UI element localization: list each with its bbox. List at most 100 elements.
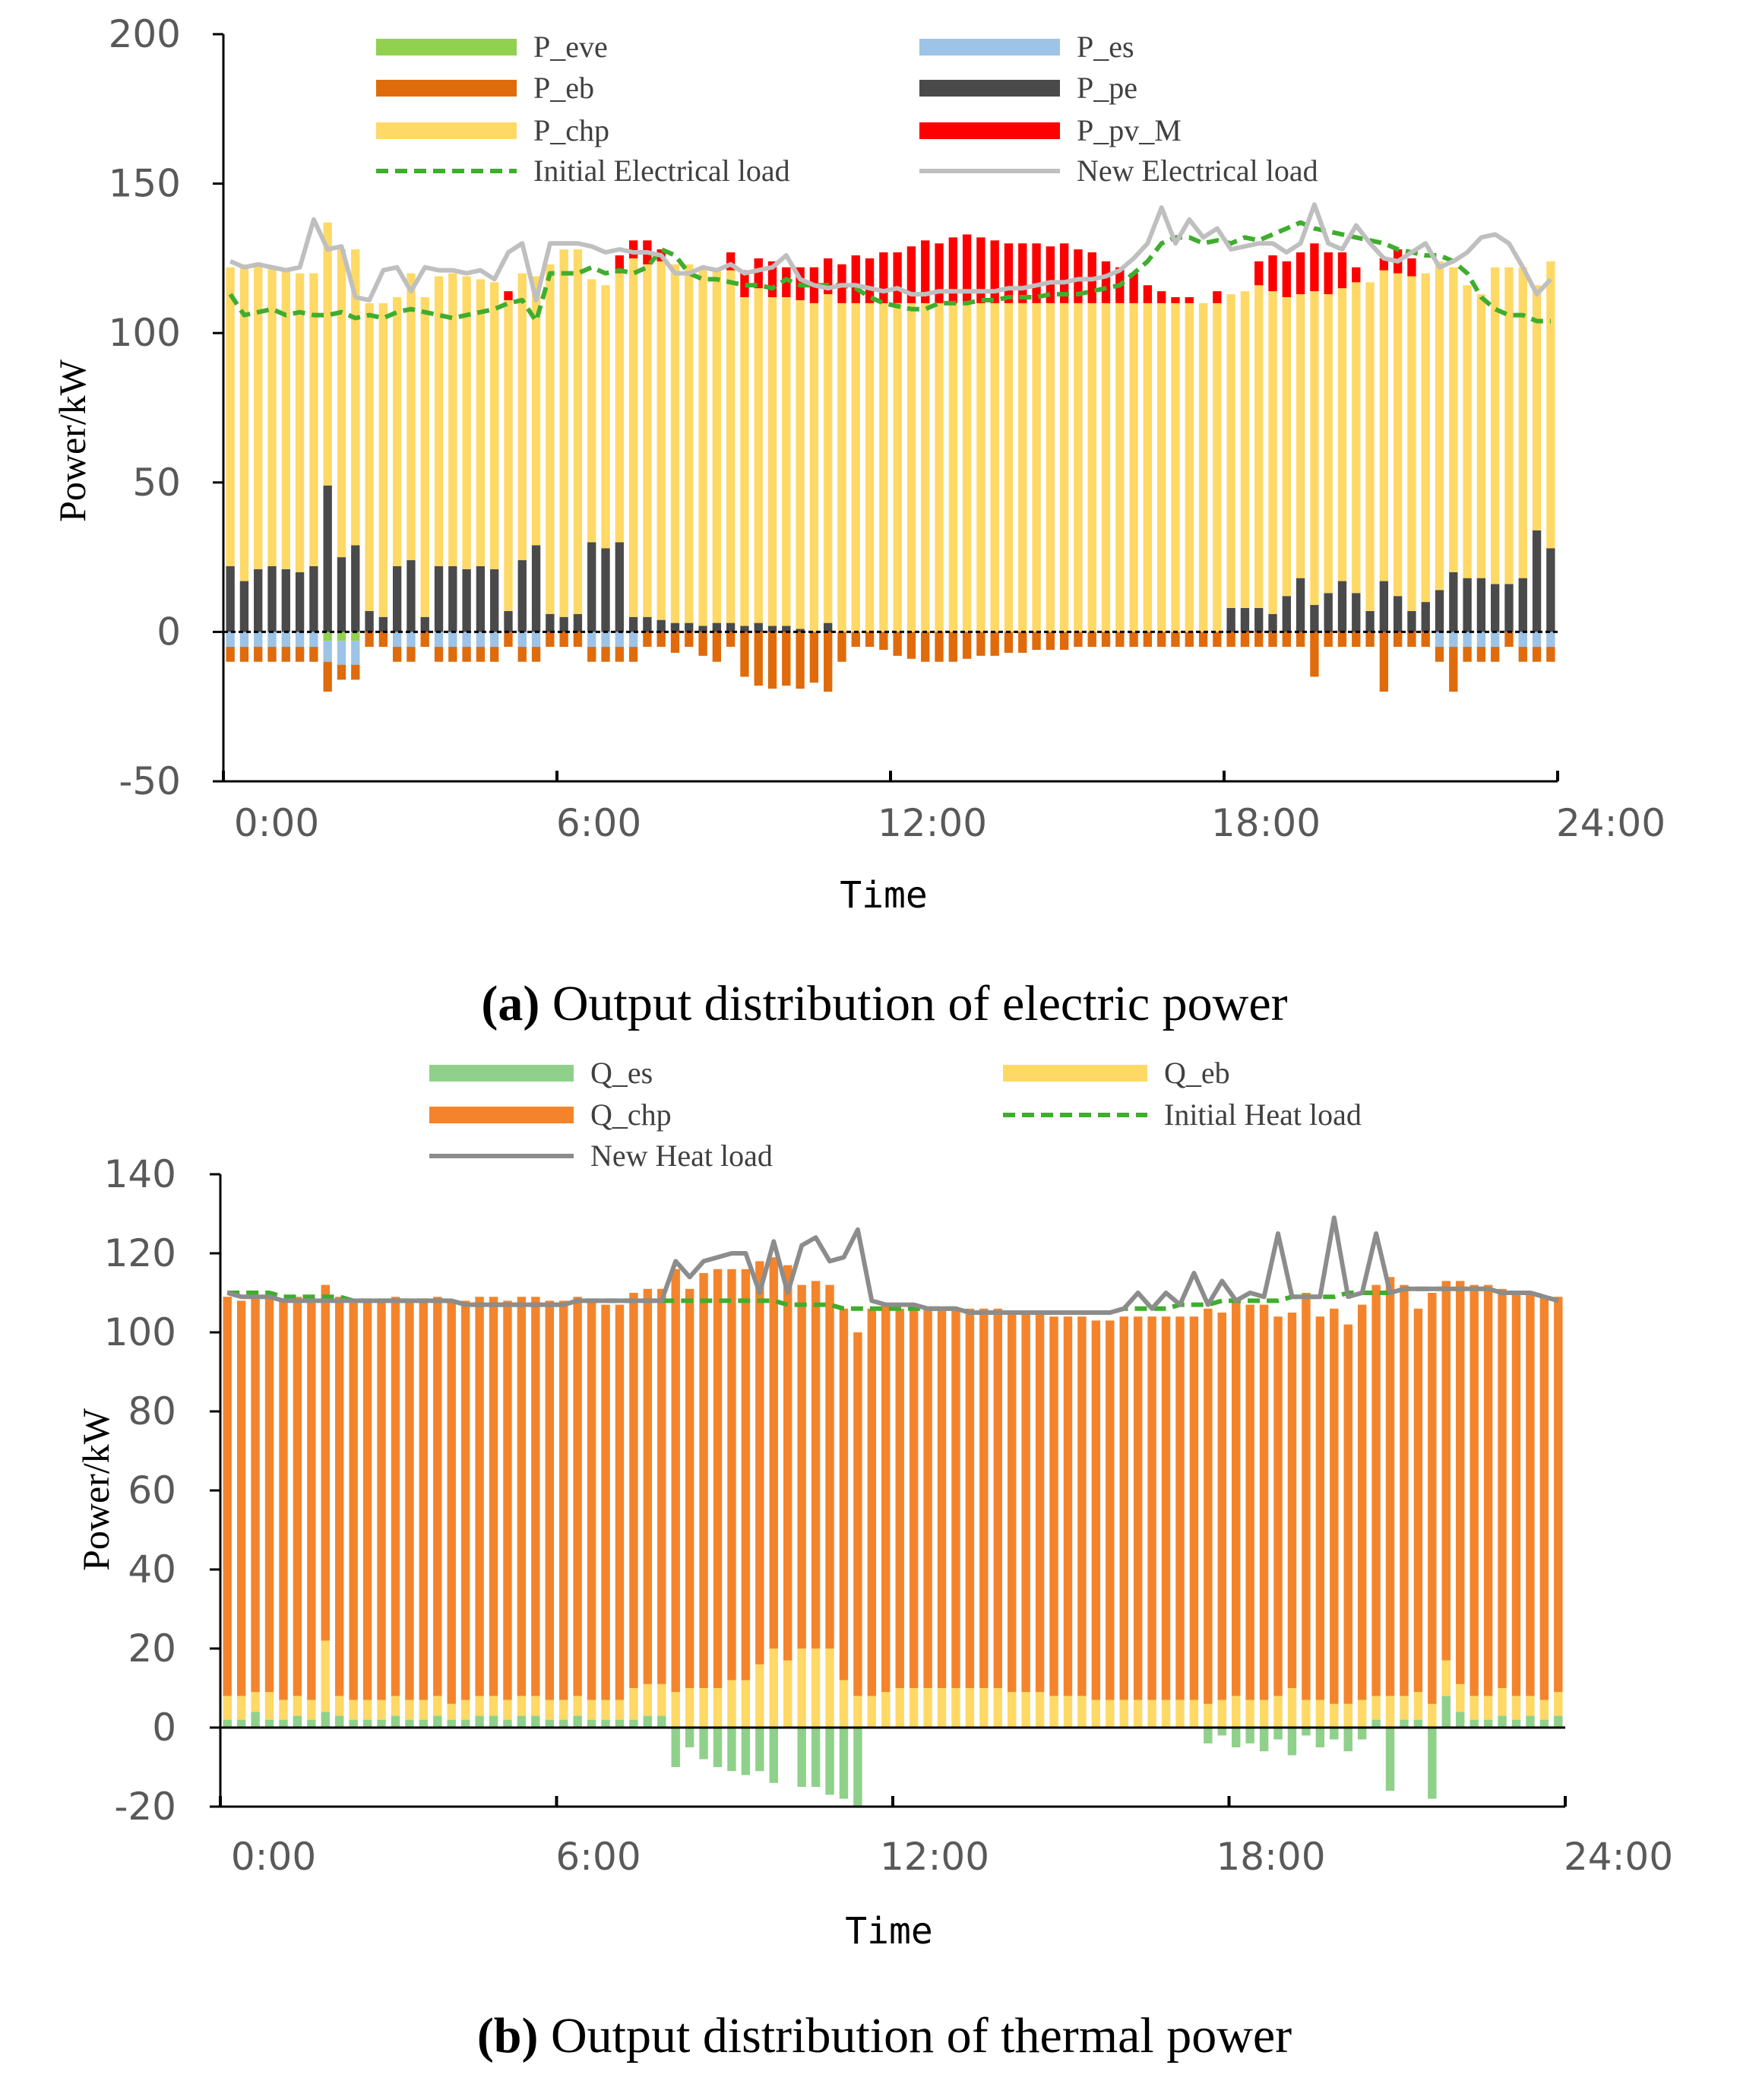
chart-a-bar-p-pe: [392, 565, 402, 632]
chart-a-bar-p-eb: [1546, 647, 1555, 662]
chart-b-bar-q-es: [405, 1719, 414, 1728]
chart-a-bar-p-pe: [448, 565, 457, 632]
chart-b-bar-q-chp: [867, 1308, 877, 1696]
chart-a-bar-p-chp: [1240, 291, 1250, 608]
chart-b-bar-q-es: [1315, 1728, 1325, 1747]
chart-a-bar-p-pe: [643, 616, 652, 632]
chart-a-bar-p-chp: [893, 302, 902, 632]
chart-a-bar-p-eb: [504, 632, 513, 648]
chart-b-bar-q-eb: [1259, 1699, 1269, 1728]
chart-b-legend-label: Q_eb: [1164, 1056, 1230, 1090]
chart-b-bar-q-eb: [839, 1680, 849, 1728]
chart-b-bar-q-eb: [895, 1688, 904, 1728]
chart-b-bar-q-chp: [951, 1308, 960, 1688]
chart-a-bar-p-chp: [615, 273, 624, 543]
chart-b-bar-q-eb: [545, 1699, 554, 1720]
chart-a-x-tick-label: 24:00: [1556, 801, 1666, 845]
chart-a-bar-p-eb: [1254, 632, 1264, 648]
chart-a-bar-p-pe: [378, 616, 388, 632]
chart-b-bar-q-es: [1385, 1728, 1395, 1791]
chart-a-bar-p-pv-m: [1407, 258, 1416, 277]
chart-a-bar-p-pe: [1449, 572, 1458, 632]
chart-b-bar-q-chp: [1456, 1281, 1465, 1684]
chart-a-bar-p-es: [490, 632, 499, 648]
chart-b-bar-q-eb: [264, 1692, 274, 1720]
chart-b-bar-q-es: [236, 1719, 246, 1728]
chart-a-bar-p-eb: [281, 647, 290, 662]
chart-a-bar-p-es: [587, 632, 596, 648]
chart-a-bar-p-pe: [1421, 602, 1430, 632]
chart-b-bar-q-chp: [727, 1269, 736, 1680]
chart-b-bar-q-eb: [573, 1696, 582, 1716]
chart-a-legend-label: P_eve: [533, 30, 608, 64]
chart-b-bar-q-eb: [1287, 1688, 1297, 1728]
chart-a-bar-p-pe: [1352, 593, 1361, 632]
chart-b-bar-q-es: [1232, 1728, 1241, 1747]
chart-b-bar-q-chp: [587, 1300, 596, 1700]
chart-b-bar-q-eb: [1385, 1696, 1395, 1728]
chart-a-y-tick-label: 100: [109, 311, 181, 355]
chart-b-bar-q-chp: [853, 1332, 862, 1696]
chart-b-bar-q-chp: [1175, 1316, 1185, 1700]
chart-b-bar-q-chp: [264, 1297, 274, 1693]
chart-b-bar-q-eb: [1539, 1699, 1549, 1720]
chart-b-bar-q-chp: [643, 1288, 653, 1684]
chart-a-bar-p-pe: [420, 616, 429, 632]
chart-a-bar-p-es: [337, 641, 346, 665]
chart-a-bar-p-chp: [1310, 291, 1319, 606]
chart-b-bar-q-eb: [1470, 1696, 1479, 1720]
chart-a-bar-p-eb: [365, 632, 374, 648]
chart-a-bar-p-pe: [573, 613, 583, 632]
chart-b-bar-q-eb: [1147, 1699, 1156, 1728]
chart-b-bar-q-eb: [1302, 1699, 1311, 1728]
chart-b-bar-q-chp: [1091, 1320, 1101, 1700]
chart-a-bar-p-pv-m: [948, 237, 957, 303]
chart-b-bar-q-es: [1245, 1728, 1254, 1744]
chart-b-bar-q-es: [1441, 1696, 1451, 1728]
chart-a-bar-p-chp: [504, 299, 513, 611]
chart-b-bar-q-eb: [1091, 1699, 1101, 1728]
chart-b-bar-q-eb: [335, 1696, 344, 1716]
chart-a-bar-p-eb: [239, 647, 249, 662]
chart-a-bar-p-eb: [1115, 632, 1125, 648]
chart-a-bar-p-eb: [267, 647, 277, 662]
chart-a-bar-p-chp: [1282, 297, 1291, 597]
chart-a-bar-p-eb: [767, 632, 777, 689]
chart-b-bar-q-es: [433, 1715, 442, 1728]
chart-a-bar-p-pv-m: [1324, 252, 1333, 295]
chart-a-bar-p-eb: [490, 647, 499, 662]
chart-a-bar-p-eb: [1491, 647, 1500, 662]
chart-a-bar-p-pv-m: [1296, 252, 1305, 295]
chart-b-bar-q-chp: [1106, 1320, 1115, 1700]
chart-a-bar-p-pe: [1337, 581, 1347, 632]
chart-b-bar-q-chp: [699, 1273, 708, 1688]
chart-b-bar-q-eb: [1498, 1688, 1507, 1716]
chart-a-bar-p-eb: [378, 632, 388, 648]
chart-a-bar-p-pe: [1504, 584, 1514, 632]
chart-a-bar-p-chp: [782, 297, 791, 626]
chart-a-bar-p-chp: [837, 302, 846, 632]
chart-a-bar-p-pe: [601, 548, 610, 632]
chart-b-bar-q-es: [727, 1728, 736, 1772]
chart-b-bar-q-eb: [979, 1688, 989, 1728]
chart-a-bar-p-chp: [337, 249, 346, 558]
chart-b-bar-q-es: [264, 1719, 274, 1728]
chart-a-bar-p-eb: [1059, 632, 1069, 650]
chart-b-bar-q-chp: [1217, 1313, 1226, 1700]
chart-b-bar-q-es: [1302, 1728, 1311, 1736]
chart-b-bar-q-chp: [1189, 1316, 1199, 1700]
chart-a-bar-p-pv-m: [754, 258, 763, 289]
chart-b-bar-q-chp: [825, 1284, 834, 1649]
chart-b-bar-q-eb: [517, 1696, 527, 1716]
chart-a-bar-p-pe: [267, 565, 277, 632]
chart-a-bar-p-chp: [809, 302, 819, 632]
chart-b-bar-q-es: [713, 1728, 723, 1767]
chart-a-bar-p-pe: [712, 622, 722, 632]
chart-a-bar-p-chp: [559, 249, 568, 617]
chart-a-bar-p-es: [628, 632, 638, 648]
chart-b-bar-q-es: [545, 1719, 554, 1728]
chart-a-bar-p-eb: [837, 632, 846, 662]
chart-a-bar-p-eb: [754, 632, 763, 686]
chart-a-bar-p-pe: [628, 616, 638, 632]
chart-a-y-tick-label: 150: [109, 162, 181, 206]
